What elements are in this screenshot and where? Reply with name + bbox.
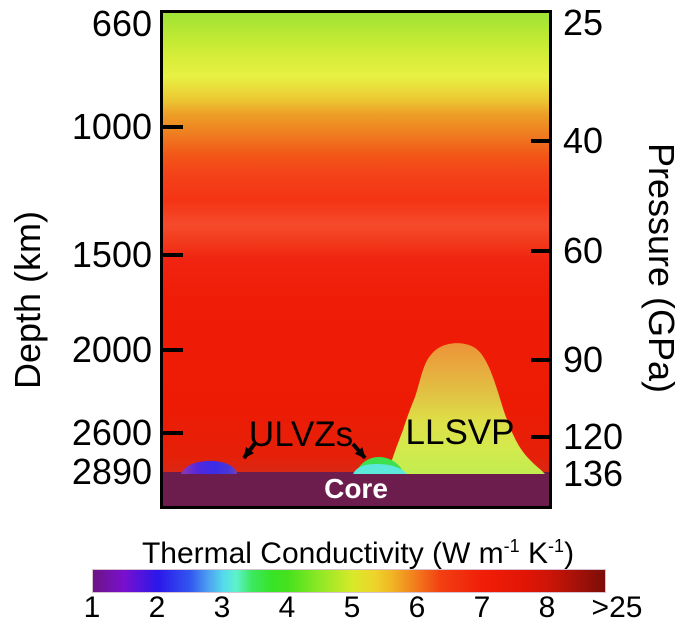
depth-label-2000: 2000 <box>71 329 152 370</box>
colorbar-tick-6: 6 <box>408 591 426 624</box>
pressure-label-90: 90 <box>563 339 604 380</box>
pressure-tick-60 <box>531 249 549 253</box>
colorbar-tick-5: 5 <box>343 591 361 624</box>
colorbar-tick-3: 3 <box>213 591 231 624</box>
ulvz-arrow-right <box>351 442 367 460</box>
pressure-label-136: 136 <box>563 453 624 494</box>
colorbar-title-sup1: -1 <box>503 536 520 556</box>
colorbar-title-mid: K <box>519 537 549 570</box>
ulvz-cyan-shape <box>353 464 407 474</box>
ulvz-arrow-left <box>242 440 258 460</box>
pressure-tick-120 <box>531 435 549 439</box>
depth-tick-1000 <box>163 125 183 129</box>
depth-label-2600: 2600 <box>71 412 152 453</box>
colorbar-title-sup2: -1 <box>548 536 565 556</box>
depth-tick-2000 <box>163 348 183 352</box>
colorbar-tick-2: 2 <box>148 591 166 624</box>
colorbar-title: Thermal Conductivity (W m-1 K-1) <box>142 528 574 572</box>
colorbar-title-pre: Thermal Conductivity (W m <box>141 537 504 570</box>
llsvp-label: LLSVP <box>405 413 515 452</box>
depth-label-1000: 1000 <box>71 106 152 147</box>
depth-tick-2600 <box>163 431 183 435</box>
core-band <box>163 472 549 506</box>
depth-label-2890: 2890 <box>71 451 152 492</box>
core-label: Core <box>324 473 388 504</box>
colorbar-tick-1: 1 <box>83 591 101 624</box>
pressure-tick-40 <box>531 139 549 143</box>
pressure-label-120: 120 <box>563 416 624 457</box>
pressure-axis-title: Pressure (GPa) <box>641 142 682 394</box>
depth-label-660: 660 <box>91 3 152 44</box>
mantle-cross-section-plot: ULVZs LLSVP Core <box>163 13 549 506</box>
pressure-tick-90 <box>531 358 549 362</box>
colorbar-tick-4: 4 <box>278 591 296 624</box>
depth-axis-title: Depth (km) <box>7 210 48 390</box>
depth-label-1500: 1500 <box>71 234 152 275</box>
depth-tick-1500 <box>163 253 183 257</box>
colorbar-title-post: ) <box>564 537 575 570</box>
pressure-label-60: 60 <box>563 230 604 271</box>
colorbar-tick-gt25: >25 <box>591 591 643 624</box>
ulvz-blue-shape <box>181 460 237 474</box>
colorbar <box>92 569 606 593</box>
feature-shapes-overlay <box>181 343 545 474</box>
pressure-label-25: 25 <box>563 2 604 43</box>
pressure-label-40: 40 <box>563 120 604 161</box>
colorbar-tick-7: 7 <box>473 591 491 624</box>
llsvp-dome-shape <box>387 343 545 474</box>
ulvzs-label: ULVZs <box>248 415 354 454</box>
colorbar-tick-8: 8 <box>538 591 556 624</box>
